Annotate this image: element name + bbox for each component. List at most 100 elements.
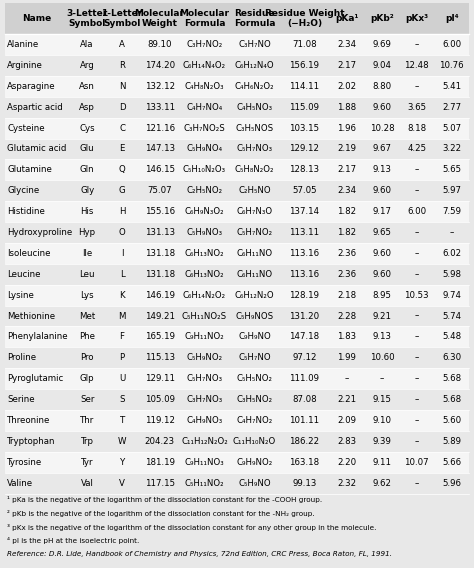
- Text: C₆H₁₁NO: C₆H₁₁NO: [237, 249, 273, 258]
- Text: pI⁴: pI⁴: [445, 14, 458, 23]
- Text: Arginine: Arginine: [7, 61, 43, 70]
- Text: 2.02: 2.02: [337, 82, 356, 91]
- Bar: [5, 139, 469, 160]
- Text: 8.18: 8.18: [407, 124, 427, 132]
- Text: Trp: Trp: [81, 437, 94, 446]
- Text: Residue
Formula: Residue Formula: [234, 9, 275, 28]
- Text: C₆H₁₃NO₂: C₆H₁₃NO₂: [185, 249, 224, 258]
- Text: –: –: [415, 270, 419, 279]
- Text: C₄H₈N₂O₃: C₄H₈N₂O₃: [185, 82, 224, 91]
- Bar: [5, 368, 469, 389]
- Text: 10.07: 10.07: [404, 458, 429, 467]
- Text: 6.00: 6.00: [442, 40, 461, 49]
- Text: 2.19: 2.19: [337, 144, 356, 153]
- Text: T: T: [119, 416, 125, 425]
- Text: pKb²: pKb²: [370, 14, 394, 23]
- Text: Cysteine: Cysteine: [7, 124, 45, 132]
- Text: 9.11: 9.11: [373, 458, 392, 467]
- Text: Q: Q: [119, 165, 126, 174]
- Text: Pro: Pro: [81, 353, 94, 362]
- Text: ⁴ pI is the pH at the isoelectric point.: ⁴ pI is the pH at the isoelectric point.: [7, 537, 139, 544]
- Text: pKa¹: pKa¹: [335, 14, 358, 23]
- Bar: [5, 76, 469, 97]
- Text: C₉H₁₁NO₃: C₉H₁₁NO₃: [185, 458, 224, 467]
- Text: Ile: Ile: [82, 249, 92, 258]
- Text: 10.28: 10.28: [370, 124, 394, 132]
- Text: C: C: [119, 124, 125, 132]
- Text: 131.18: 131.18: [145, 270, 174, 279]
- Text: 5.96: 5.96: [442, 479, 461, 488]
- Text: N: N: [119, 82, 125, 91]
- Text: –: –: [380, 374, 384, 383]
- Text: 75.07: 75.07: [147, 186, 172, 195]
- Text: 9.04: 9.04: [373, 61, 392, 70]
- Text: Thr: Thr: [80, 416, 94, 425]
- Text: 117.15: 117.15: [145, 479, 174, 488]
- Text: R: R: [119, 61, 125, 70]
- Bar: [5, 34, 469, 55]
- Text: 5.68: 5.68: [442, 395, 461, 404]
- Text: 121.16: 121.16: [145, 124, 174, 132]
- Text: Proline: Proline: [7, 353, 36, 362]
- Text: S: S: [119, 395, 125, 404]
- Text: Ala: Ala: [81, 40, 94, 49]
- Bar: [5, 180, 469, 201]
- Text: Tyr: Tyr: [81, 458, 93, 467]
- Text: I: I: [121, 249, 123, 258]
- Text: C₅H₉NO: C₅H₉NO: [238, 479, 271, 488]
- Text: 2.34: 2.34: [337, 40, 356, 49]
- Text: –: –: [415, 40, 419, 49]
- Text: Name: Name: [23, 14, 52, 23]
- Text: 1.82: 1.82: [337, 228, 356, 237]
- Text: –: –: [450, 228, 454, 237]
- Text: Y: Y: [119, 458, 125, 467]
- Text: 9.15: 9.15: [373, 395, 392, 404]
- Text: 57.05: 57.05: [292, 186, 317, 195]
- Text: 1.96: 1.96: [337, 124, 356, 132]
- Text: 9.65: 9.65: [373, 228, 392, 237]
- Text: 149.21: 149.21: [145, 312, 174, 320]
- Text: 146.15: 146.15: [145, 165, 174, 174]
- Text: 4.25: 4.25: [407, 144, 427, 153]
- Text: 128.13: 128.13: [289, 165, 319, 174]
- Text: 113.16: 113.16: [289, 270, 319, 279]
- Text: 1.83: 1.83: [337, 332, 356, 341]
- Text: C₅H₁₁NO₂S: C₅H₁₁NO₂S: [182, 312, 227, 320]
- Text: –: –: [415, 165, 419, 174]
- Text: ³ pKx is the negative of the logarithm of the dissociation constant for any othe: ³ pKx is the negative of the logarithm o…: [7, 524, 376, 531]
- Text: Valine: Valine: [7, 479, 33, 488]
- Text: 3.65: 3.65: [407, 103, 427, 112]
- Text: 9.62: 9.62: [373, 479, 392, 488]
- Text: 115.13: 115.13: [145, 353, 174, 362]
- Text: –: –: [415, 395, 419, 404]
- Text: 147.13: 147.13: [145, 144, 174, 153]
- Text: His: His: [81, 207, 94, 216]
- Text: –: –: [345, 374, 349, 383]
- Text: C₃H₇NO₂S: C₃H₇NO₂S: [183, 124, 226, 132]
- Text: –: –: [415, 374, 419, 383]
- Text: 2.17: 2.17: [337, 61, 356, 70]
- Bar: [5, 118, 469, 139]
- Text: 2.36: 2.36: [337, 249, 356, 258]
- Text: 3-Letter
Symbol: 3-Letter Symbol: [66, 9, 108, 28]
- Text: 9.60: 9.60: [373, 186, 392, 195]
- Text: Residue Weight
(−H₂O): Residue Weight (−H₂O): [264, 9, 344, 28]
- Text: W: W: [118, 437, 127, 446]
- Text: C₂H₅NO₂: C₂H₅NO₂: [186, 186, 223, 195]
- Text: 6.00: 6.00: [407, 207, 427, 216]
- Text: 5.89: 5.89: [442, 437, 461, 446]
- Text: 99.13: 99.13: [292, 479, 317, 488]
- Text: 2.36: 2.36: [337, 270, 356, 279]
- Text: Gln: Gln: [80, 165, 94, 174]
- Text: C₄H₇NO₂: C₄H₇NO₂: [237, 416, 273, 425]
- Text: 165.19: 165.19: [145, 332, 174, 341]
- Text: 6.02: 6.02: [442, 249, 461, 258]
- Text: 1-Letter
Symbol: 1-Letter Symbol: [101, 9, 143, 28]
- Text: C₃H₇NO₃: C₃H₇NO₃: [186, 395, 223, 404]
- Text: K: K: [119, 291, 125, 300]
- Text: 9.60: 9.60: [373, 103, 392, 112]
- Text: Glycine: Glycine: [7, 186, 39, 195]
- Text: 128.19: 128.19: [290, 291, 319, 300]
- Text: 9.13: 9.13: [373, 332, 392, 341]
- Text: 9.69: 9.69: [373, 40, 392, 49]
